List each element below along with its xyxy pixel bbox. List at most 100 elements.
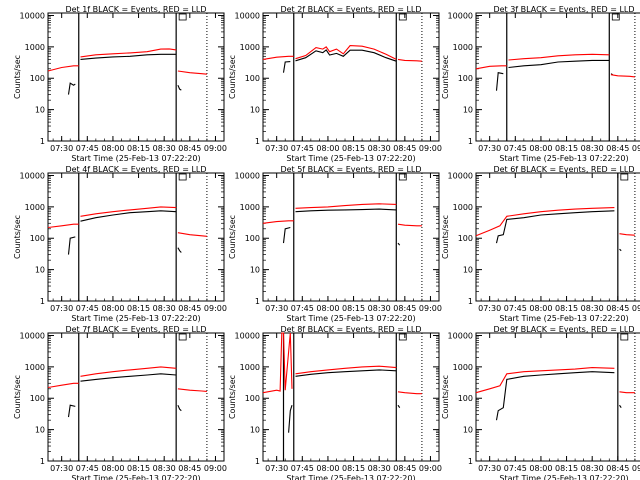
y-tick-label: 1: [40, 297, 45, 306]
legend-box-marker: [611, 13, 620, 21]
x-tick-label: 07:30: [265, 144, 288, 153]
legend-box-marker: [398, 13, 407, 21]
series-line-lld: [295, 365, 397, 375]
y-tick-label: 100: [30, 234, 45, 243]
y-tick-label: 100: [245, 394, 260, 403]
x-tick-label: 08:45: [606, 144, 629, 153]
x-axis-label: Start Time (25-Feb-13 07:22:20): [499, 314, 628, 323]
series-line-lld: [475, 207, 615, 237]
x-tick-label: 07:30: [50, 144, 73, 153]
x-tick-label: 07:30: [50, 304, 73, 313]
x-tick-label: 07:45: [504, 464, 527, 473]
series-line-lld: [177, 388, 207, 392]
x-tick-label: 08:15: [555, 464, 578, 473]
panel-title: Det 8f BLACK = Events, RED = LLD: [280, 325, 421, 334]
x-tick-label: 08:15: [555, 144, 578, 153]
x-tick-label: 09:00: [419, 464, 442, 473]
series-line-lld: [262, 55, 294, 60]
y-tick-label: 10000: [235, 11, 260, 20]
series-line-events: [508, 59, 610, 69]
legend-box-marker: [620, 173, 629, 181]
y-axis-label: Counts/sec: [13, 375, 22, 419]
series-line-events: [295, 208, 397, 213]
series-line-events: [295, 49, 397, 62]
series-line-events: [288, 405, 293, 433]
series-line-lld: [262, 220, 294, 224]
series-line-events: [295, 369, 397, 377]
series-line-events: [67, 82, 76, 95]
x-tick-label: 09:00: [204, 304, 227, 313]
plot-frame: [47, 332, 225, 462]
series-line-events: [495, 72, 504, 91]
y-axis-label: Counts/sec: [228, 55, 237, 99]
y-axis-label: Counts/sec: [441, 55, 450, 99]
y-axis-label: Counts/sec: [13, 55, 22, 99]
y-tick-label: 1000: [240, 363, 260, 372]
y-tick-label: 10: [35, 266, 45, 275]
x-tick-label: 07:45: [76, 144, 99, 153]
y-tick-label: 10000: [448, 11, 473, 20]
legend-box-marker: [178, 333, 187, 341]
series-line-lld: [80, 206, 177, 217]
y-tick-label: 100: [458, 74, 473, 83]
x-axis-label: Start Time (25-Feb-13 07:22:20): [286, 154, 415, 163]
series-line-events: [67, 236, 76, 255]
series-line-lld: [610, 74, 635, 78]
detector-panel-3: Det 3f BLACK = Events, RED = LLD 1 10 100 10…: [441, 5, 640, 163]
y-tick-label: 1000: [25, 363, 45, 372]
y-tick-label: 10: [463, 266, 473, 275]
x-tick-label: 07:30: [478, 304, 501, 313]
series-line-lld: [397, 391, 422, 395]
y-tick-label: 10: [250, 266, 260, 275]
panel-title: Det 6f BLACK = Events, RED = LLD: [493, 165, 634, 174]
y-tick-label: 10000: [20, 171, 45, 180]
x-axis-label: Start Time (25-Feb-13 07:22:20): [499, 474, 628, 480]
series-line-lld: [619, 391, 635, 394]
y-axis-label: Counts/sec: [13, 215, 22, 259]
y-tick-label: 100: [245, 74, 260, 83]
y-tick-label: 10: [250, 106, 260, 115]
y-tick-label: 1000: [453, 43, 473, 52]
x-tick-label: 08:00: [316, 464, 339, 473]
y-tick-label: 1: [468, 457, 473, 466]
detector-panel-6: Det 6f BLACK = Events, RED = LLD 1 10 100 10…: [441, 165, 640, 323]
y-tick-label: 10: [250, 426, 260, 435]
y-tick-label: 1: [255, 137, 260, 146]
x-tick-label: 08:30: [153, 464, 176, 473]
y-tick-label: 1: [40, 137, 45, 146]
legend-box-marker: [178, 13, 187, 21]
panel-title: Det 9f BLACK = Events, RED = LLD: [493, 325, 634, 334]
detector-panel-1: Det 1f BLACK = Events, RED = LLD 1 10 100 10…: [13, 5, 227, 163]
series-line-events: [67, 404, 76, 418]
series-line-events: [495, 210, 615, 244]
y-tick-label: 1: [255, 297, 260, 306]
x-tick-label: 08:45: [178, 464, 201, 473]
x-tick-label: 08:00: [529, 304, 552, 313]
y-tick-label: 10000: [235, 331, 260, 340]
x-tick-label: 08:30: [153, 304, 176, 313]
series-line-events: [282, 61, 291, 73]
x-tick-label: 08:00: [316, 304, 339, 313]
detector-panel-4: Det 4f BLACK = Events, RED = LLD 1 10 100 10…: [13, 165, 227, 323]
legend-box-marker: [398, 173, 407, 181]
y-tick-label: 10000: [448, 171, 473, 180]
x-axis-label: Start Time (25-Feb-13 07:22:20): [71, 314, 200, 323]
series-line-lld: [619, 233, 635, 236]
x-tick-label: 07:45: [291, 464, 314, 473]
detector-panel-8: Det 8f BLACK = Events, RED = LLD 1 10 100 10…: [228, 325, 442, 480]
y-tick-label: 10000: [20, 331, 45, 340]
panel-title: Det 3f BLACK = Events, RED = LLD: [493, 5, 634, 14]
legend-box-marker: [178, 173, 187, 181]
series-line-lld: [80, 48, 177, 58]
panel-title: Det 2f BLACK = Events, RED = LLD: [280, 5, 421, 14]
y-tick-label: 10: [35, 426, 45, 435]
y-tick-label: 10000: [20, 11, 45, 20]
x-tick-label: 07:45: [76, 304, 99, 313]
x-tick-label: 08:15: [555, 304, 578, 313]
x-axis-label: Start Time (25-Feb-13 07:22:20): [71, 474, 200, 480]
x-tick-label: 08:30: [581, 144, 604, 153]
plot-frame: [47, 12, 225, 142]
series-line-events: [619, 248, 622, 252]
x-tick-label: 08:00: [101, 304, 124, 313]
